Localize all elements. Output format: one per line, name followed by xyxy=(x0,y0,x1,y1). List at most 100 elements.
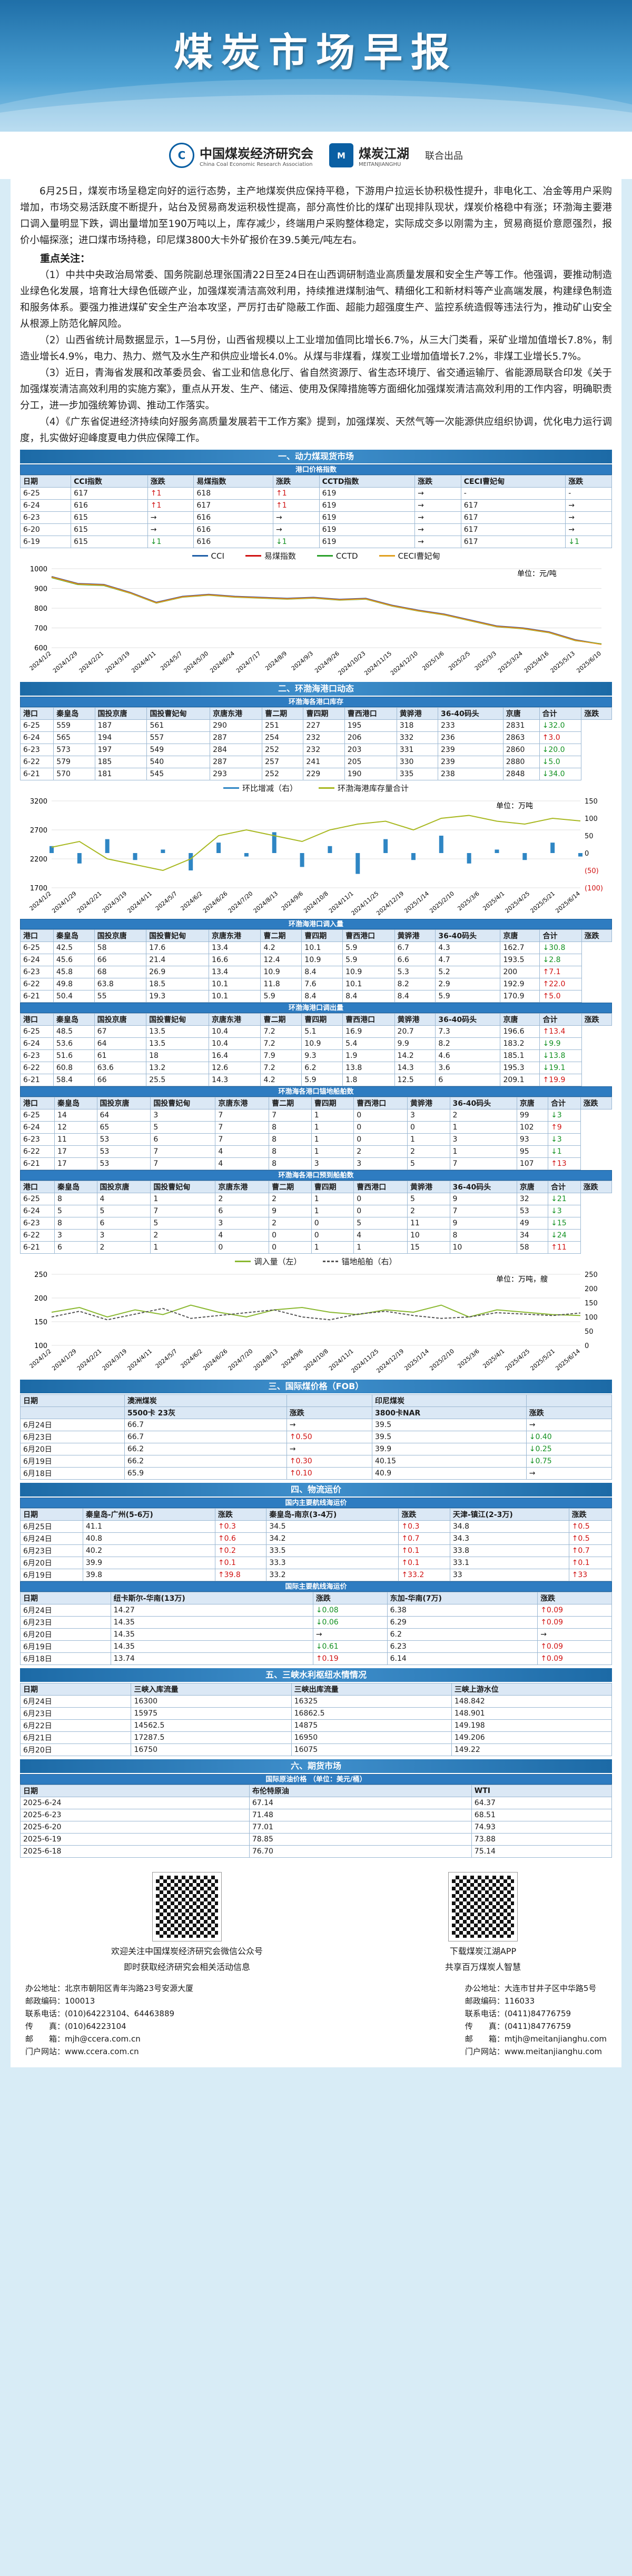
table-cell: 15 xyxy=(407,1241,450,1254)
table-cell: 2831 xyxy=(502,719,540,732)
table-cell: 10 xyxy=(407,1229,450,1242)
y-tick-label: 3200 xyxy=(30,798,47,806)
table-cell: 619 xyxy=(319,511,416,524)
table-cell: 617 xyxy=(193,499,273,512)
table-header: 日期 xyxy=(19,475,72,488)
table-cell: 615 xyxy=(71,511,148,524)
table-cell: 8 xyxy=(269,1157,312,1170)
legend-item: CCTD xyxy=(317,550,358,561)
bar-mark xyxy=(522,853,527,860)
x-tick-label: 2024/5/7 xyxy=(154,1348,179,1370)
table-cell: 13.74 xyxy=(110,1652,313,1665)
table-cell: 48.5 xyxy=(53,1025,95,1038)
table-cell: 14.35 xyxy=(110,1616,313,1629)
x-tick-label: 2024/1/29 xyxy=(52,650,79,674)
table-header: 日期 xyxy=(20,1785,250,1797)
bar-mark xyxy=(161,849,165,853)
table-header: 曹西港口 xyxy=(353,1181,408,1193)
table-cell: 63.8 xyxy=(94,978,147,990)
table-cell: 1 xyxy=(449,1145,517,1158)
bar-mark xyxy=(467,853,471,864)
table-cell: 4 xyxy=(215,1157,270,1170)
table-cell: ↑0.09 xyxy=(537,1604,612,1617)
table-cell: 16300 xyxy=(131,1695,292,1708)
table-cell: 16.4 xyxy=(209,1049,261,1062)
table-cell: 10.9 xyxy=(301,1037,343,1050)
table-header: 涨跌 xyxy=(568,1508,613,1521)
table-cell: 15975 xyxy=(131,1707,292,1720)
table-cell: 51.6 xyxy=(53,1049,95,1062)
table-row: 2025-6-20 77.01 74.93 xyxy=(20,1821,613,1834)
table-cell: 332 xyxy=(396,731,439,744)
table-row: 6月23日 66.7 ↑0.50 39.5 ↓0.40 xyxy=(20,1431,613,1443)
table-cell: 6-22 xyxy=(20,1229,55,1242)
table-cell: 181 xyxy=(94,768,147,780)
table-header: 涨跌 xyxy=(565,475,612,488)
legend-item: 调入量（左） xyxy=(235,1256,302,1267)
table-row: 2025-6-18 76.70 75.14 xyxy=(20,1845,613,1858)
table-cell: ↑0.30 xyxy=(286,1455,372,1468)
ccera-emblem-icon: C xyxy=(169,143,194,168)
table-cell: 6月22日 xyxy=(19,1719,132,1732)
table-cell: 287 xyxy=(210,731,263,744)
table-cell: 12 xyxy=(54,1121,97,1134)
bar-mark xyxy=(216,843,221,853)
table-cell: → xyxy=(286,1419,372,1431)
x-tick-label: 2024/11/25 xyxy=(350,1348,380,1374)
table-cell: 7.2 xyxy=(260,1025,302,1038)
table-cell: 10.4 xyxy=(209,1037,261,1050)
table-cell: 252 xyxy=(262,768,304,780)
table-cell: 65 xyxy=(96,1121,151,1134)
table-cell: 565 xyxy=(53,731,95,744)
table-cell: ↑9 xyxy=(548,1121,581,1134)
x-tick-label: 2024/10/8 xyxy=(302,1348,330,1372)
table-header: 合计 xyxy=(539,929,582,942)
table-header: 东加-华南(7万) xyxy=(387,1592,538,1604)
section-header: 五、三峡水利枢纽水情情况 xyxy=(20,1668,612,1682)
bar-mark xyxy=(383,839,388,853)
x-tick-label: 2024/3/19 xyxy=(101,890,129,914)
table-cell: 1 xyxy=(449,1121,517,1134)
table-cell: 6.2 xyxy=(387,1628,538,1641)
table-cell: 196.6 xyxy=(500,1025,540,1038)
table-row: 6-21 17 53 7 4 8 3 3 5 7 107 ↑13 xyxy=(20,1157,612,1170)
table-cell: ↑13 xyxy=(548,1157,581,1170)
joint-label: 联合出品 xyxy=(425,151,463,162)
page-title: 煤炭市场早报 xyxy=(174,30,458,75)
table-cell: ↑0.50 xyxy=(286,1431,372,1443)
table-cell: 2 xyxy=(449,1109,517,1122)
table-cell: 16325 xyxy=(291,1695,452,1708)
table-cell: 4.3 xyxy=(435,942,501,954)
table-cell: 233 xyxy=(438,719,503,732)
table-row: 6月24日 66.7 → 39.5 → xyxy=(20,1419,613,1431)
table-cell: 6.29 xyxy=(387,1616,538,1629)
table-cell: 254 xyxy=(262,731,304,744)
table-cell: ↓9.9 xyxy=(539,1037,582,1050)
table-cell: 71.48 xyxy=(249,1809,472,1821)
table-cell: 6月24日 xyxy=(20,1604,111,1617)
table-cell: 53.6 xyxy=(53,1037,95,1050)
table-header: 曹二期 xyxy=(260,929,302,942)
table-cell: 2 xyxy=(269,1217,312,1230)
x-tick-label: 2024/12/19 xyxy=(375,1348,405,1374)
table-header: 合计 xyxy=(539,1013,582,1026)
app-qr-code[interactable] xyxy=(448,1872,518,1941)
bar-mark xyxy=(300,853,304,867)
table-cell: 53 xyxy=(96,1157,151,1170)
table-header: 涨跌 xyxy=(581,707,612,720)
mj-en-name: MEITANJIANGHU xyxy=(359,162,401,167)
table-cell: 162.7 xyxy=(500,942,540,954)
wechat-qr-code[interactable] xyxy=(152,1872,222,1941)
y2-tick-label: 250 xyxy=(585,1271,598,1279)
table-cell: 17287.5 xyxy=(131,1731,292,1744)
table-cell: 287 xyxy=(210,756,263,768)
table-cell: 3 xyxy=(407,1109,450,1122)
table-cell: 1 xyxy=(353,1241,408,1254)
y2-tick-label: 200 xyxy=(585,1285,598,1293)
table-cell: 64 xyxy=(94,1037,147,1050)
table-cell: 330 xyxy=(396,756,439,768)
table-row: 6-25 559 187 561 290 251 227 195 318 233 2831 ↓32.0 xyxy=(19,719,612,732)
table-cell: 42.5 xyxy=(53,942,95,954)
table-header: 澳洲煤炭 xyxy=(124,1394,287,1407)
table-cell: 0 xyxy=(353,1193,408,1205)
